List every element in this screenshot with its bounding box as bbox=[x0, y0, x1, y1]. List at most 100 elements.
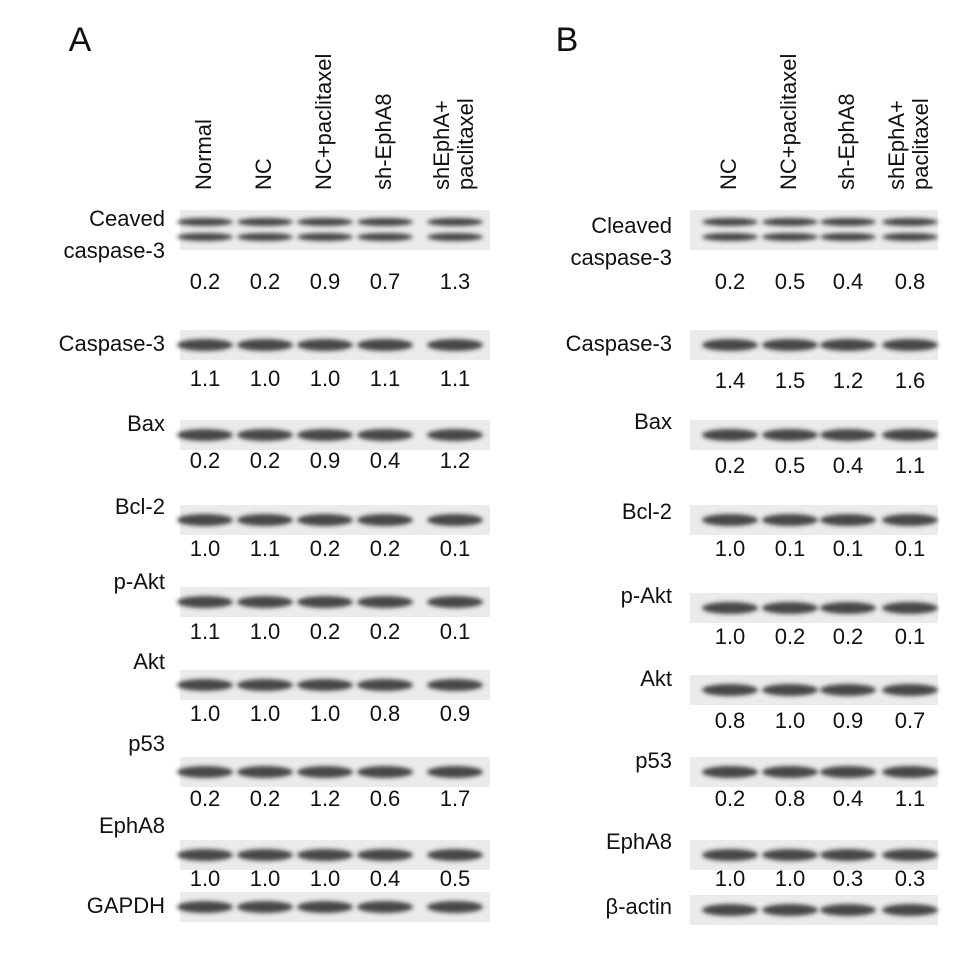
blot-bands bbox=[702, 339, 938, 351]
column-label: NC bbox=[716, 158, 741, 190]
band bbox=[297, 849, 353, 861]
band bbox=[702, 766, 758, 778]
band bbox=[762, 849, 818, 861]
value-label: 1.0 bbox=[250, 619, 281, 644]
value-label: 0.2 bbox=[250, 786, 281, 811]
band bbox=[237, 901, 293, 913]
value-label: 1.7 bbox=[440, 786, 471, 811]
band bbox=[237, 849, 293, 861]
value-label: 1.0 bbox=[310, 866, 341, 891]
value-label: 0.2 bbox=[250, 448, 281, 473]
band bbox=[427, 339, 483, 351]
value-label: 0.4 bbox=[833, 786, 864, 811]
band bbox=[882, 233, 938, 241]
band bbox=[357, 429, 413, 441]
value-label: 1.0 bbox=[715, 866, 746, 891]
band bbox=[427, 679, 483, 691]
value-label: 0.2 bbox=[310, 619, 341, 644]
band bbox=[820, 684, 876, 696]
blot-bands bbox=[177, 766, 483, 778]
column-label: shEphA+ bbox=[884, 100, 909, 190]
value-label: 0.2 bbox=[715, 453, 746, 478]
row-label: β-actin bbox=[606, 894, 672, 919]
band bbox=[882, 904, 938, 916]
band bbox=[702, 514, 758, 526]
column-label: shEphA+ bbox=[429, 100, 454, 190]
blot-bands bbox=[177, 218, 483, 241]
band bbox=[820, 766, 876, 778]
value-label: 0.1 bbox=[440, 536, 471, 561]
band bbox=[177, 679, 233, 691]
blot-bands bbox=[702, 602, 938, 614]
row-label: Bax bbox=[634, 409, 672, 434]
band bbox=[237, 429, 293, 441]
row-label: p53 bbox=[635, 748, 672, 773]
blot-bands bbox=[177, 901, 483, 913]
band bbox=[177, 339, 233, 351]
band bbox=[297, 514, 353, 526]
value-label: 1.0 bbox=[190, 866, 221, 891]
band bbox=[762, 233, 818, 241]
column-label: sh-EphA8 bbox=[371, 93, 396, 190]
value-label: 0.8 bbox=[370, 701, 401, 726]
value-label: 0.1 bbox=[833, 536, 864, 561]
row-label: p53 bbox=[128, 731, 165, 756]
band bbox=[427, 596, 483, 608]
band bbox=[882, 766, 938, 778]
value-label: 0.2 bbox=[833, 624, 864, 649]
band bbox=[882, 514, 938, 526]
band bbox=[762, 429, 818, 441]
band bbox=[177, 218, 233, 226]
band bbox=[297, 766, 353, 778]
value-label: 0.1 bbox=[895, 624, 926, 649]
row-label: Akt bbox=[640, 666, 672, 691]
value-label: 1.0 bbox=[775, 708, 806, 733]
band bbox=[357, 849, 413, 861]
value-label: 0.2 bbox=[370, 619, 401, 644]
value-label: 0.4 bbox=[370, 866, 401, 891]
band bbox=[177, 429, 233, 441]
row-label: Akt bbox=[133, 649, 165, 674]
band bbox=[237, 766, 293, 778]
band bbox=[820, 218, 876, 226]
band bbox=[762, 766, 818, 778]
row-label: Cleaved bbox=[591, 213, 672, 238]
band bbox=[297, 596, 353, 608]
band bbox=[297, 429, 353, 441]
blot-strip bbox=[180, 210, 490, 250]
value-label: 1.1 bbox=[895, 786, 926, 811]
band bbox=[882, 602, 938, 614]
column-label: NC+paclitaxel bbox=[776, 54, 801, 190]
band bbox=[427, 766, 483, 778]
value-label: 0.1 bbox=[440, 619, 471, 644]
value-label: 1.0 bbox=[310, 366, 341, 391]
row-label: p-Akt bbox=[114, 569, 165, 594]
band bbox=[702, 233, 758, 241]
band bbox=[357, 901, 413, 913]
value-label: 1.0 bbox=[310, 701, 341, 726]
blot-bands bbox=[177, 429, 483, 441]
band bbox=[297, 339, 353, 351]
band bbox=[820, 514, 876, 526]
column-label: sh-EphA8 bbox=[834, 93, 859, 190]
band bbox=[702, 849, 758, 861]
blot-bands bbox=[702, 849, 938, 861]
band bbox=[177, 233, 233, 241]
band bbox=[762, 904, 818, 916]
blot-bands bbox=[177, 339, 483, 351]
band bbox=[237, 233, 293, 241]
band bbox=[177, 766, 233, 778]
value-label: 0.8 bbox=[895, 269, 926, 294]
blot-bands bbox=[177, 849, 483, 861]
value-label: 0.2 bbox=[715, 786, 746, 811]
band bbox=[427, 218, 483, 226]
blot-bands bbox=[702, 429, 938, 441]
value-label: 0.9 bbox=[833, 708, 864, 733]
row-label: EphA8 bbox=[606, 829, 672, 854]
band bbox=[357, 218, 413, 226]
value-label: 0.9 bbox=[310, 448, 341, 473]
value-label: 0.9 bbox=[440, 701, 471, 726]
row-label: Bcl-2 bbox=[115, 494, 165, 519]
value-label: 1.1 bbox=[895, 453, 926, 478]
